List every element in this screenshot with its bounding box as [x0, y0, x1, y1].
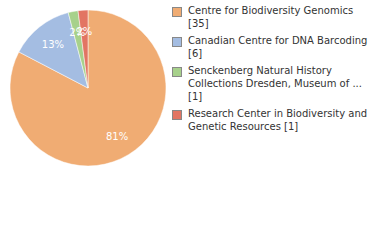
svg-text:13%: 13%: [42, 39, 64, 50]
html-text:Centre for Biodiversity Genomi: Centre for Biodiversity Genomics [35]: [188, 5, 354, 29]
html-text:Research Center in Biodiversit: Research Center in Biodiversity and Gene…: [188, 108, 368, 132]
html-text:Canadian Centre for DNA Barcod: Canadian Centre for DNA Barcoding [6]: [188, 35, 368, 59]
svg-text:81%: 81%: [106, 131, 128, 142]
html-text:Senckenberg Natural History Co: Senckenberg Natural History Collections …: [188, 65, 362, 102]
svg-text:2%: 2%: [76, 26, 92, 37]
